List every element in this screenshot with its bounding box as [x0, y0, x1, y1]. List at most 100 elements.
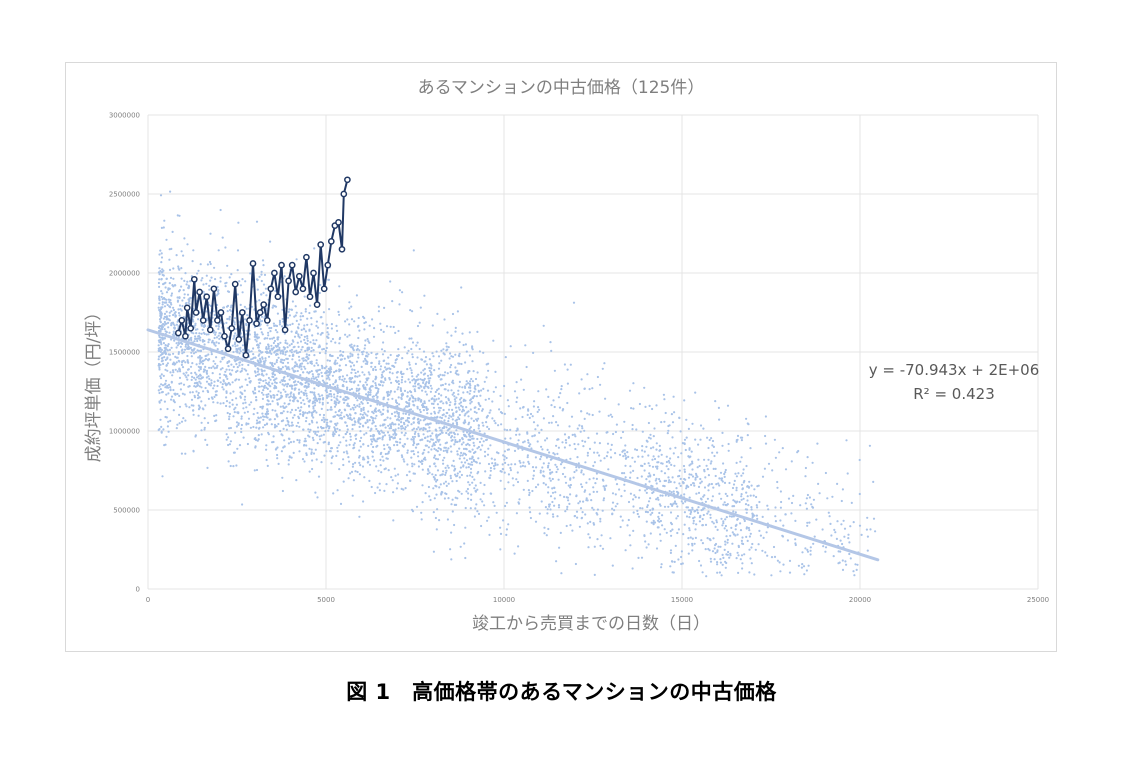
scatter-point	[432, 402, 435, 405]
scatter-point	[210, 366, 213, 369]
scatter-point	[423, 427, 426, 430]
scatter-point	[382, 396, 385, 399]
scatter-point	[436, 415, 439, 418]
scatter-point	[374, 368, 377, 371]
scatter-point	[812, 498, 816, 501]
scatter-point	[707, 510, 710, 513]
scatter-point	[671, 571, 674, 574]
scatter-point	[478, 462, 481, 465]
scatter-point	[162, 226, 165, 229]
scatter-point	[177, 311, 181, 315]
scatter-point	[664, 494, 667, 497]
scatter-point	[439, 432, 442, 436]
scatter-point	[659, 533, 662, 536]
scatter-point	[504, 504, 507, 508]
scatter-point	[166, 362, 169, 365]
scatter-point	[202, 290, 205, 293]
scatter-point	[172, 399, 175, 402]
scatter-point	[555, 560, 558, 563]
scatter-point	[229, 372, 232, 375]
scatter-point	[161, 338, 164, 341]
scatter-point	[277, 398, 281, 401]
scatter-point	[378, 437, 381, 440]
scatter-point	[163, 383, 166, 386]
scatter-point	[200, 386, 203, 389]
scatter-point	[275, 353, 278, 356]
scatter-point	[197, 318, 200, 321]
scatter-point	[443, 456, 446, 459]
scatter-point	[163, 400, 166, 403]
scatter-point	[181, 342, 184, 345]
scatter-point	[645, 478, 648, 481]
scatter-point	[257, 385, 260, 388]
scatter-point	[315, 378, 319, 381]
scatter-point	[654, 479, 657, 482]
scatter-point	[354, 412, 357, 415]
scatter-point	[358, 456, 361, 459]
scatter-point	[551, 477, 554, 481]
scatter-point	[161, 328, 164, 331]
scatter-point	[697, 458, 700, 461]
scatter-point	[740, 483, 744, 486]
scatter-point	[306, 337, 309, 340]
scatter-point	[390, 412, 394, 415]
scatter-point	[454, 473, 457, 476]
scatter-point	[314, 430, 317, 433]
scatter-point	[739, 460, 742, 463]
scatter-point	[349, 438, 352, 441]
scatter-point	[557, 504, 561, 507]
scatter-point	[452, 459, 455, 462]
scatter-point	[164, 316, 167, 319]
scatter-point	[273, 373, 276, 376]
scatter-point	[318, 395, 321, 398]
scatter-point	[461, 410, 464, 413]
scatter-point	[662, 393, 666, 396]
scatter-point	[468, 354, 471, 357]
scatter-point	[355, 360, 359, 363]
scatter-point	[227, 443, 230, 447]
scatter-point	[360, 436, 363, 439]
scatter-point	[165, 298, 168, 301]
scatter-point	[325, 342, 328, 345]
scatter-point	[632, 511, 635, 514]
scatter-point	[685, 418, 688, 421]
scatter-point	[466, 411, 469, 414]
scatter-point	[375, 394, 378, 397]
scatter-point	[198, 385, 201, 388]
scatter-point	[809, 553, 812, 556]
scatter-point	[283, 379, 286, 383]
scatter-point	[158, 385, 161, 388]
scatter-point	[315, 320, 318, 323]
scatter-point	[162, 428, 165, 431]
scatter-point	[680, 550, 684, 553]
scatter-point	[250, 401, 253, 404]
scatter-point	[286, 357, 289, 360]
scatter-point	[231, 344, 234, 347]
scatter-point	[594, 482, 597, 485]
scatter-point	[317, 393, 320, 396]
scatter-point	[400, 431, 403, 434]
scatter-point	[566, 401, 569, 405]
scatter-point	[158, 324, 161, 328]
scatter-point	[726, 404, 730, 407]
scatter-point	[208, 260, 212, 264]
scatter-point	[380, 471, 383, 474]
scatter-point	[517, 501, 520, 504]
scatter-point	[283, 445, 286, 448]
scatter-point	[522, 441, 525, 444]
scatter-point	[238, 444, 242, 447]
scatter-point	[273, 378, 277, 381]
scatter-point	[706, 468, 709, 471]
scatter-point	[429, 373, 432, 376]
scatter-point	[545, 388, 548, 391]
scatter-point	[685, 436, 688, 439]
scatter-point	[233, 335, 236, 338]
scatter-point	[553, 405, 556, 409]
scatter-point	[423, 436, 427, 440]
scatter-point	[297, 335, 300, 338]
scatter-point	[366, 338, 369, 341]
scatter-point	[388, 371, 391, 374]
scatter-point	[451, 379, 454, 382]
scatter-point	[439, 443, 442, 446]
scatter-point	[484, 398, 487, 401]
